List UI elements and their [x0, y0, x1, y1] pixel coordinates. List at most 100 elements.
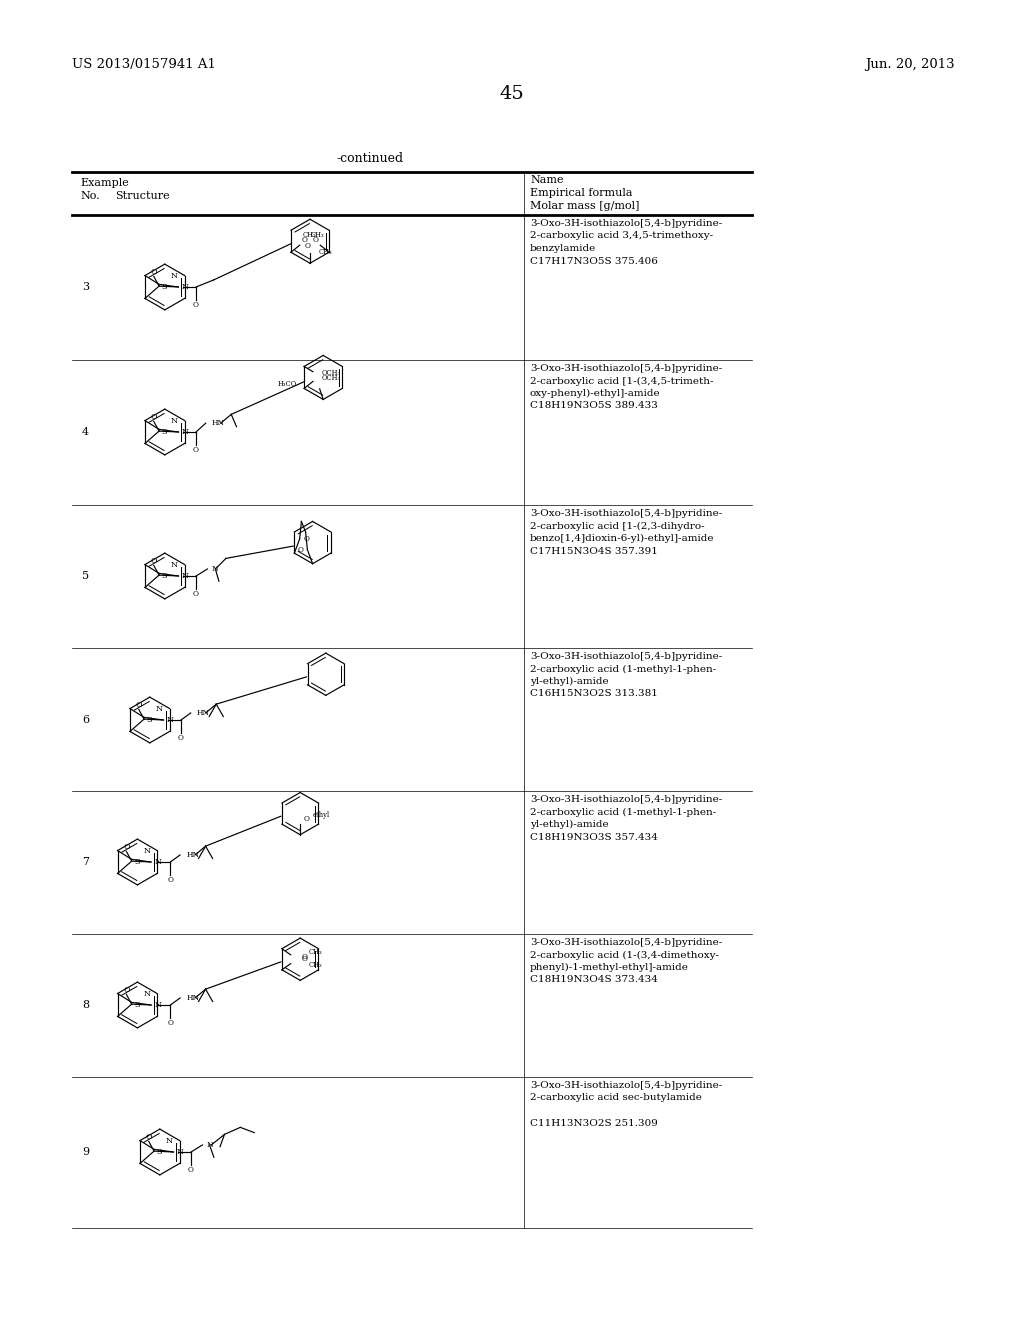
- Text: O: O: [123, 843, 130, 851]
- Text: Example: Example: [80, 178, 129, 187]
- Text: Molar mass [g/mol]: Molar mass [g/mol]: [530, 201, 640, 211]
- Text: yl-ethyl)-amide: yl-ethyl)-amide: [530, 820, 608, 829]
- Text: N: N: [212, 565, 218, 573]
- Text: O: O: [194, 446, 199, 454]
- Text: CH₃: CH₃: [308, 948, 323, 956]
- Text: 7: 7: [82, 857, 89, 867]
- Text: N: N: [171, 417, 177, 425]
- Text: benzo[1,4]dioxin-6-yl)-ethyl]-amide: benzo[1,4]dioxin-6-yl)-ethyl]-amide: [530, 535, 715, 543]
- Text: N: N: [166, 1137, 173, 1144]
- Text: S: S: [134, 858, 140, 866]
- Text: oxy-phenyl)-ethyl]-amide: oxy-phenyl)-ethyl]-amide: [530, 389, 660, 399]
- Text: O: O: [123, 986, 130, 994]
- Text: Empirical formula: Empirical formula: [530, 187, 633, 198]
- Text: S: S: [162, 428, 167, 436]
- Text: O: O: [312, 236, 318, 244]
- Text: C16H15N3O2S 313.381: C16H15N3O2S 313.381: [530, 689, 657, 698]
- Text: CH₃: CH₃: [310, 231, 324, 239]
- Text: O: O: [178, 734, 184, 742]
- Text: CH₃: CH₃: [303, 231, 316, 239]
- Text: 3-Oxo-3H-isothiazolo[5,4-b]pyridine-: 3-Oxo-3H-isothiazolo[5,4-b]pyridine-: [530, 795, 722, 804]
- Text: HN: HN: [186, 851, 200, 859]
- Text: 4: 4: [82, 426, 89, 437]
- Text: 6: 6: [82, 715, 89, 725]
- Text: C18H19N3O4S 373.434: C18H19N3O4S 373.434: [530, 975, 657, 985]
- Text: US 2013/0157941 A1: US 2013/0157941 A1: [72, 58, 216, 71]
- Text: N: N: [155, 1001, 162, 1008]
- Text: 3-Oxo-3H-isothiazolo[5,4-b]pyridine-: 3-Oxo-3H-isothiazolo[5,4-b]pyridine-: [530, 652, 722, 661]
- Text: C17H17N3O5S 375.406: C17H17N3O5S 375.406: [530, 256, 657, 265]
- Text: O: O: [194, 590, 199, 598]
- Text: H₃CO: H₃CO: [278, 380, 297, 388]
- Text: HN: HN: [186, 994, 200, 1002]
- Text: N: N: [155, 858, 162, 866]
- Text: Structure: Structure: [115, 191, 170, 201]
- Text: 2-carboxylic acid (1-(3,4-dimethoxy-: 2-carboxylic acid (1-(3,4-dimethoxy-: [530, 950, 719, 960]
- Text: -continued: -continued: [337, 152, 403, 165]
- Text: OCH₃: OCH₃: [322, 370, 341, 378]
- Text: 2-carboxylic acid (1-methyl-1-phen-: 2-carboxylic acid (1-methyl-1-phen-: [530, 664, 716, 673]
- Text: N: N: [167, 715, 174, 723]
- Text: O: O: [301, 953, 307, 961]
- Text: 3: 3: [82, 282, 89, 292]
- Text: N: N: [143, 990, 151, 998]
- Text: 2-carboxylic acid [1-(2,3-dihydro-: 2-carboxylic acid [1-(2,3-dihydro-: [530, 521, 705, 531]
- Text: S: S: [157, 1148, 162, 1156]
- Text: C18H19N3O3S 357.434: C18H19N3O3S 357.434: [530, 833, 657, 842]
- Text: S: S: [134, 1001, 140, 1008]
- Text: O: O: [304, 814, 309, 822]
- Text: O: O: [301, 236, 307, 244]
- Text: benzylamide: benzylamide: [530, 244, 596, 253]
- Text: N: N: [156, 705, 163, 713]
- Text: N: N: [143, 846, 151, 854]
- Text: Name: Name: [530, 176, 563, 185]
- Text: O: O: [151, 557, 157, 565]
- Text: O: O: [168, 875, 173, 883]
- Text: O: O: [168, 1019, 173, 1027]
- Text: N: N: [182, 428, 189, 436]
- Text: OCH₃: OCH₃: [322, 374, 341, 381]
- Text: 45: 45: [500, 84, 524, 103]
- Text: ethyl: ethyl: [312, 812, 330, 820]
- Text: 2-carboxylic acid 3,4,5-trimethoxy-: 2-carboxylic acid 3,4,5-trimethoxy-: [530, 231, 713, 240]
- Text: O: O: [151, 268, 157, 276]
- Text: N: N: [207, 1140, 213, 1148]
- Text: C18H19N3O5S 389.433: C18H19N3O5S 389.433: [530, 401, 657, 411]
- Text: 3-Oxo-3H-isothiazolo[5,4-b]pyridine-: 3-Oxo-3H-isothiazolo[5,4-b]pyridine-: [530, 364, 722, 374]
- Text: 8: 8: [82, 1001, 89, 1010]
- Text: 5: 5: [82, 572, 89, 581]
- Text: 3-Oxo-3H-isothiazolo[5,4-b]pyridine-: 3-Oxo-3H-isothiazolo[5,4-b]pyridine-: [530, 219, 722, 228]
- Text: S: S: [162, 282, 167, 290]
- Text: O: O: [194, 301, 199, 309]
- Text: O: O: [188, 1166, 194, 1173]
- Text: N: N: [171, 272, 177, 280]
- Text: 2-carboxylic acid (1-methyl-1-phen-: 2-carboxylic acid (1-methyl-1-phen-: [530, 808, 716, 817]
- Text: HN: HN: [197, 709, 210, 717]
- Text: Jun. 20, 2013: Jun. 20, 2013: [865, 58, 955, 71]
- Text: O: O: [151, 413, 157, 421]
- Text: O: O: [301, 956, 307, 964]
- Text: O: O: [145, 1133, 153, 1140]
- Text: S: S: [162, 572, 167, 579]
- Text: CH₃: CH₃: [308, 961, 323, 969]
- Text: No.: No.: [80, 191, 99, 201]
- Text: yl-ethyl)-amide: yl-ethyl)-amide: [530, 677, 608, 686]
- Text: N: N: [182, 572, 189, 579]
- Text: phenyl)-1-methyl-ethyl]-amide: phenyl)-1-methyl-ethyl]-amide: [530, 964, 689, 972]
- Text: S: S: [146, 715, 153, 723]
- Text: O: O: [304, 242, 310, 249]
- Text: N: N: [171, 561, 177, 569]
- Text: C11H13N3O2S 251.309: C11H13N3O2S 251.309: [530, 1118, 657, 1127]
- Text: 2-carboxylic acid sec-butylamide: 2-carboxylic acid sec-butylamide: [530, 1093, 701, 1102]
- Text: 2-carboxylic acid [1-(3,4,5-trimeth-: 2-carboxylic acid [1-(3,4,5-trimeth-: [530, 376, 714, 385]
- Text: CH₃: CH₃: [318, 248, 333, 256]
- Text: O: O: [303, 535, 309, 543]
- Text: O: O: [298, 545, 304, 553]
- Text: N: N: [177, 1148, 184, 1156]
- Text: 3-Oxo-3H-isothiazolo[5,4-b]pyridine-: 3-Oxo-3H-isothiazolo[5,4-b]pyridine-: [530, 1081, 722, 1090]
- Text: 3-Oxo-3H-isothiazolo[5,4-b]pyridine-: 3-Oxo-3H-isothiazolo[5,4-b]pyridine-: [530, 939, 722, 946]
- Text: O: O: [135, 701, 142, 709]
- Text: 3-Oxo-3H-isothiazolo[5,4-b]pyridine-: 3-Oxo-3H-isothiazolo[5,4-b]pyridine-: [530, 510, 722, 517]
- Text: C17H15N3O4S 357.391: C17H15N3O4S 357.391: [530, 546, 657, 556]
- Text: N: N: [182, 282, 189, 290]
